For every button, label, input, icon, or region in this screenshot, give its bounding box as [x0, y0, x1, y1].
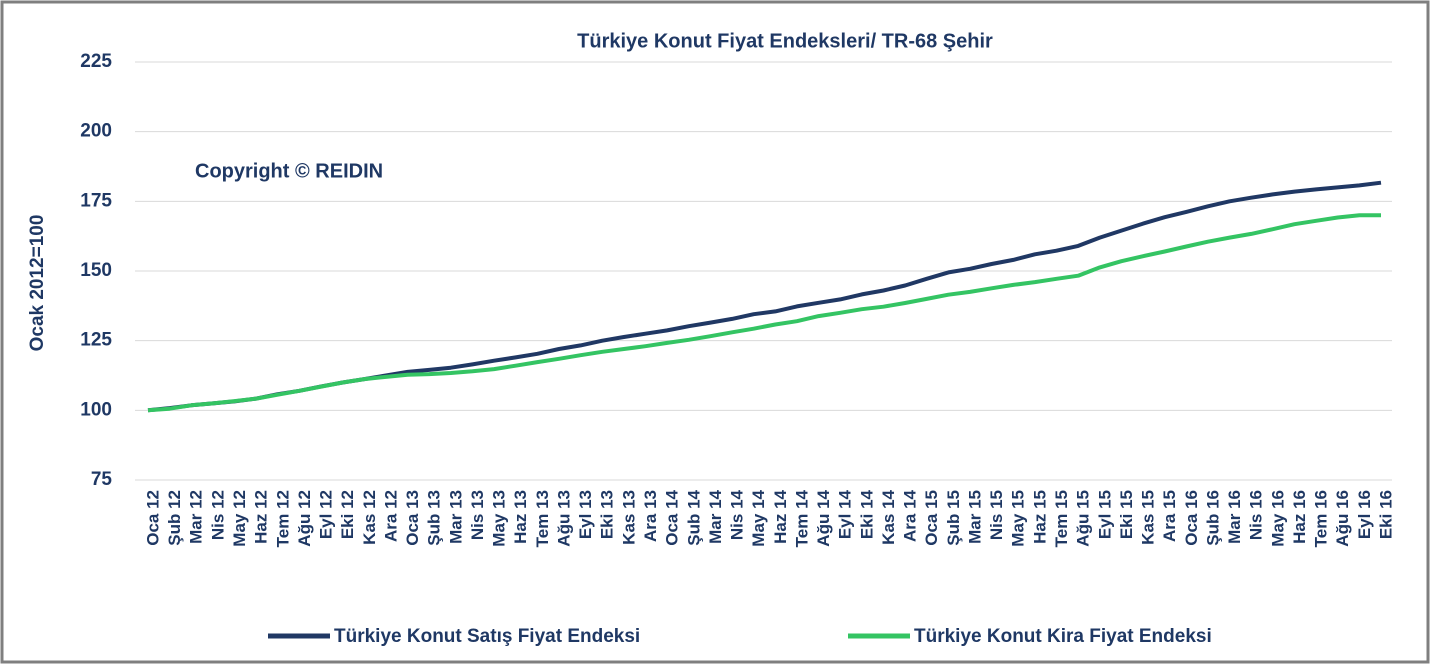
y-tick-label: 75 — [91, 469, 113, 490]
y-tick-label: 100 — [80, 399, 112, 420]
x-tick-label: Ağu 16 — [1333, 490, 1352, 547]
x-tick-label: Tem 12 — [273, 490, 292, 547]
x-tick-label: Eyl 12 — [317, 490, 336, 539]
x-tick-label: Eki 15 — [1117, 490, 1136, 539]
x-tick-label: Eki 13 — [598, 490, 617, 539]
x-tick-label: Nis 15 — [987, 490, 1006, 540]
x-tick-label: May 13 — [490, 490, 509, 547]
x-tick-label: Haz 14 — [771, 489, 790, 543]
y-axis-label: Ocak 2012=100 — [27, 215, 48, 352]
y-tick-label: 175 — [80, 190, 112, 211]
y-tick-label: 125 — [80, 330, 112, 351]
annotation: Copyright © REIDIN — [195, 160, 383, 182]
x-tick-label: Eyl 14 — [836, 489, 855, 539]
x-tick-label: Şub 15 — [944, 490, 963, 546]
series-line — [147, 213, 1381, 413]
legend-label: Türkiye Konut Satış Fiyat Endeksi — [334, 626, 640, 647]
x-tick-label: Nis 14 — [728, 489, 747, 540]
x-tick-label: Oca 16 — [1182, 490, 1201, 546]
x-tick-label: Şub 13 — [425, 490, 444, 546]
x-tick-label: Eyl 16 — [1355, 490, 1374, 539]
x-tick-label: Mar 14 — [706, 489, 725, 543]
x-tick-label: Tem 14 — [792, 489, 811, 547]
x-tick-label: Eyl 15 — [1095, 490, 1114, 539]
x-tick-label: Ağu 12 — [295, 490, 314, 547]
x-tick-label: Kas 12 — [360, 490, 379, 545]
x-tick-label: Kas 14 — [879, 489, 898, 544]
x-tick-label: Kas 15 — [1139, 490, 1158, 545]
x-tick-label: Kas 13 — [619, 490, 638, 545]
x-tick-label: Mar 16 — [1225, 490, 1244, 544]
x-tick-label: Eki 12 — [338, 490, 357, 539]
x-tick-label: May 16 — [1268, 490, 1287, 547]
x-tick-label: Şub 14 — [684, 489, 703, 545]
legend-label: Türkiye Konut Kira Fiyat Endeksi — [914, 626, 1212, 647]
x-tick-label: Ağu 15 — [1074, 490, 1093, 547]
x-tick-label: Haz 13 — [511, 490, 530, 544]
x-tick-label: Oca 13 — [403, 490, 422, 546]
x-tick-label: Şub 16 — [1203, 490, 1222, 546]
x-tick-label: Ara 12 — [381, 490, 400, 542]
x-tick-label: Şub 12 — [165, 490, 184, 546]
x-tick-label: Tem 13 — [533, 490, 552, 547]
x-tick-label: Eki 16 — [1376, 490, 1395, 539]
x-tick-label: May 14 — [749, 489, 768, 546]
x-tick-label: Haz 16 — [1290, 490, 1309, 544]
x-tick-label: Oca 12 — [143, 490, 162, 546]
x-tick-label: May 12 — [230, 490, 249, 547]
frame — [0, 0, 1430, 664]
x-tick-label: Nis 13 — [468, 490, 487, 540]
x-tick-label: Haz 12 — [252, 490, 271, 544]
x-tick-label: Eyl 13 — [576, 490, 595, 539]
chart-title: Türkiye Konut Fiyat Endeksleri/ TR-68 Şe… — [577, 30, 993, 52]
x-tick-label: Ara 13 — [641, 490, 660, 542]
x-tick-label: Ağu 14 — [814, 489, 833, 546]
x-tick-label: Tem 16 — [1312, 490, 1331, 547]
y-tick-label: 150 — [80, 260, 112, 281]
y-tick-label: 200 — [80, 121, 112, 142]
x-tick-label: Mar 15 — [965, 490, 984, 544]
x-tick-label: Ara 14 — [901, 489, 920, 542]
x-tick-label: Tem 15 — [1052, 490, 1071, 547]
x-tick-label: Mar 12 — [187, 490, 206, 544]
x-tick-label: Oca 14 — [663, 489, 682, 545]
x-tick-label: Mar 13 — [446, 490, 465, 544]
x-tick-label: Ara 15 — [1160, 490, 1179, 542]
x-tick-label: Eki 14 — [857, 489, 876, 539]
x-tick-label: May 15 — [1009, 490, 1028, 547]
x-tick-label: Nis 16 — [1247, 490, 1266, 540]
x-tick-label: Oca 15 — [922, 490, 941, 546]
y-tick-label: 225 — [80, 51, 112, 72]
x-tick-label: Haz 15 — [1030, 490, 1049, 544]
annotation-background — [180, 150, 450, 198]
x-tick-label: Ağu 13 — [554, 490, 573, 547]
x-tick-label: Nis 12 — [208, 490, 227, 540]
